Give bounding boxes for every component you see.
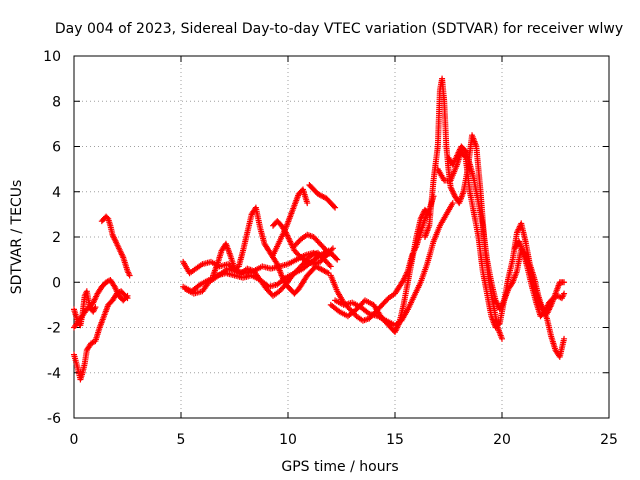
data-point xyxy=(495,321,502,328)
data-point xyxy=(331,203,338,210)
data-point xyxy=(332,204,339,211)
data-point xyxy=(334,256,341,263)
series-c2 xyxy=(332,200,456,329)
y-tick-label: 4 xyxy=(52,185,61,201)
series-b3 xyxy=(210,204,332,297)
series-d3 xyxy=(511,238,568,320)
y-tick-label: 2 xyxy=(52,230,61,246)
x-tick-label: 25 xyxy=(600,432,618,448)
x-axis-label: GPS time / hours xyxy=(281,459,398,475)
data-point xyxy=(329,245,336,252)
series-b6 xyxy=(291,231,341,263)
data-point xyxy=(333,255,340,262)
x-tick-label: 0 xyxy=(70,432,79,448)
y-tick-label: 8 xyxy=(52,94,61,110)
x-tick-label: 5 xyxy=(177,432,186,448)
series-a3 xyxy=(98,213,133,279)
chart-title: Day 004 of 2023, Sidereal Day-to-day VTE… xyxy=(55,21,623,37)
data-point xyxy=(499,335,505,342)
y-tick-label: 6 xyxy=(52,140,61,156)
series-b7 xyxy=(306,181,339,211)
data-point xyxy=(124,292,131,299)
data-point xyxy=(123,293,130,300)
y-tick-label: -2 xyxy=(47,321,61,337)
series-b5 xyxy=(270,186,311,259)
data-markers xyxy=(71,75,568,383)
axis-ticks: 0 5 10 15 20 25 -6 -4 -2 0 2 4 6 8 10 xyxy=(43,49,618,448)
data-point xyxy=(561,335,568,342)
data-point xyxy=(561,279,568,286)
y-tick-label: 0 xyxy=(52,275,61,291)
x-tick-label: 20 xyxy=(493,432,511,448)
series-a2 xyxy=(71,276,131,331)
x-tick-label: 15 xyxy=(386,432,404,448)
y-tick-label: -6 xyxy=(47,411,61,427)
data-point xyxy=(326,262,333,269)
data-point xyxy=(327,263,334,270)
y-tick-label: 10 xyxy=(43,49,61,65)
y-axis-label: SDTVAR / TECUs xyxy=(9,180,25,295)
data-point xyxy=(126,272,133,279)
x-tick-label: 10 xyxy=(279,432,297,448)
y-tick-label: -4 xyxy=(47,366,61,382)
data-point xyxy=(561,290,568,297)
data-point xyxy=(449,200,456,207)
data-point xyxy=(304,200,311,207)
data-point xyxy=(92,304,99,311)
